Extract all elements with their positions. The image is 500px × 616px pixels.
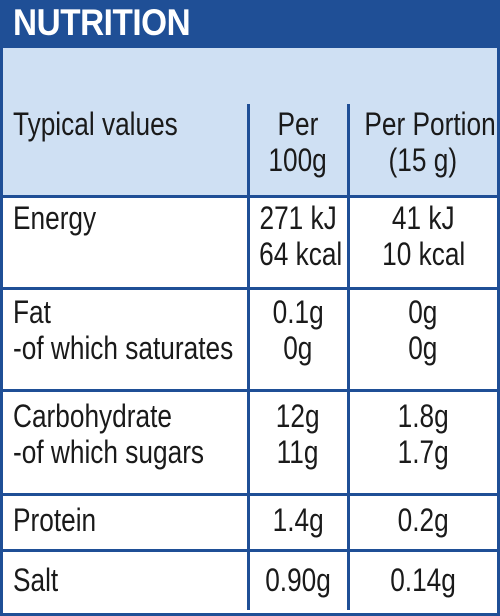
value-per-portion: 41 kJ 10 kcal — [348, 194, 497, 288]
nutrition-table: Typical values Per 100g Per Portion (15 … — [3, 104, 497, 610]
value-per-100g: 0.1g 0g — [246, 286, 350, 390]
value-per-portion: 0.2g — [348, 492, 497, 550]
table-row-protein: Protein 1.4g 0.2g — [3, 492, 497, 550]
title-bar: NUTRITION — [3, 0, 497, 46]
nutrition-title: NUTRITION — [13, 2, 191, 43]
table-row-salt: Salt 0.90g 0.14g — [3, 548, 497, 610]
row-label: Protein — [3, 492, 248, 550]
value-per-100g: 0.90g — [246, 548, 350, 610]
header-row: Typical values Per 100g Per Portion (15 … — [3, 104, 497, 196]
value-per-portion: 1.8g 1.7g — [348, 388, 497, 494]
value-per-100g: 271 kJ 64 kcal — [246, 194, 350, 288]
value-per-100g: 12g 11g — [246, 388, 350, 494]
value-per-portion: 0.14g — [348, 548, 497, 610]
header-per-portion: Per Portion (15 g) — [363, 106, 496, 178]
value-per-100g: 1.4g — [246, 492, 350, 550]
row-label: Carbohydrate -of which sugars — [3, 388, 248, 494]
header-band — [3, 46, 497, 104]
value-per-portion: 0g 0g — [348, 286, 497, 390]
table-row-fat: Fat -of which saturates 0.1g 0g 0g 0g — [3, 286, 497, 390]
header-per-100g: Per 100g — [246, 104, 350, 196]
table-row-carbohydrate: Carbohydrate -of which sugars 12g 11g 1.… — [3, 388, 497, 494]
row-label: Energy — [3, 194, 248, 288]
row-label: Salt — [3, 548, 248, 610]
header-typical-values: Typical values — [13, 106, 178, 142]
row-label: Fat -of which saturates — [3, 286, 248, 390]
table-row-energy: Energy 271 kJ 64 kcal 41 kJ 10 kcal — [3, 194, 497, 288]
